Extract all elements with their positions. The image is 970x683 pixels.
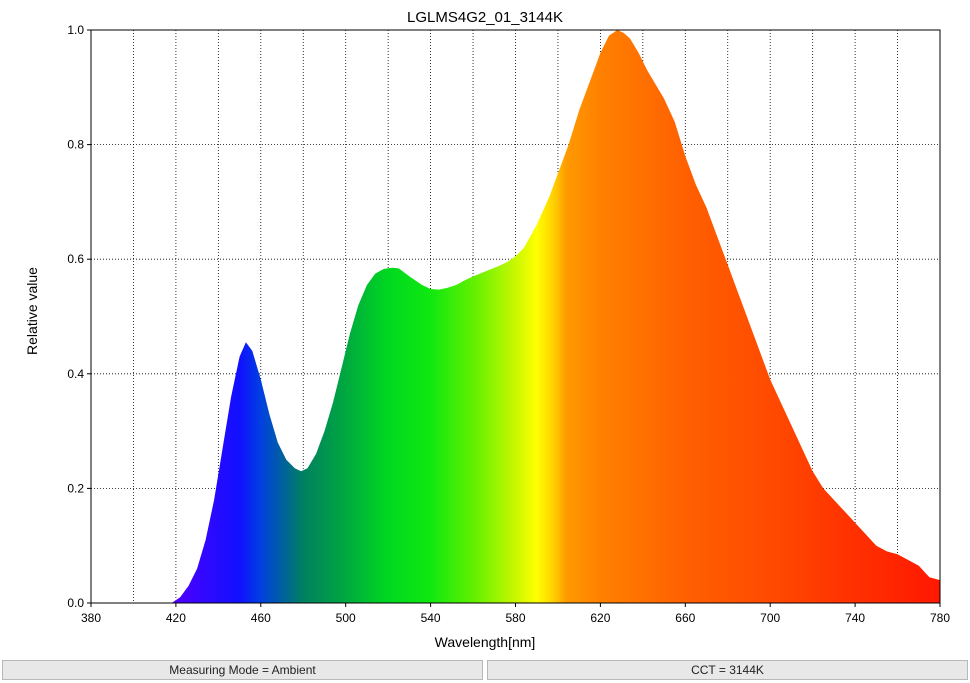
measuring-mode-field: Measuring Mode = Ambient: [2, 660, 483, 680]
spectrum-area: [171, 30, 940, 603]
status-bar: Measuring Mode = Ambient CCT = 3144K: [0, 658, 970, 683]
x-tick-label: 380: [81, 611, 101, 625]
x-tick-label: 620: [590, 611, 610, 625]
x-tick-label: 420: [166, 611, 186, 625]
y-tick-label: 0.6: [67, 252, 84, 266]
y-tick-label: 0.2: [67, 481, 84, 495]
y-tick-label: 1.0: [67, 23, 84, 37]
chart-title: LGLMS4G2_01_3144K: [407, 9, 563, 26]
x-tick-label: 740: [845, 611, 865, 625]
y-axis-label: Relative value: [24, 267, 40, 355]
cct-field: CCT = 3144K: [487, 660, 968, 680]
y-tick-label: 0.0: [67, 596, 84, 610]
x-tick-label: 460: [251, 611, 271, 625]
y-tick-label: 0.8: [67, 138, 84, 152]
axis-ticks: 380 420 460 500 540 580 620 660 700 740 780 0.0 0.2 0…: [67, 23, 950, 625]
x-axis-label: Wavelength[nm]: [435, 634, 536, 650]
x-tick-label: 500: [336, 611, 356, 625]
y-tick-label: 0.4: [67, 367, 84, 381]
x-tick-label: 780: [930, 611, 950, 625]
x-tick-label: 660: [675, 611, 695, 625]
x-tick-label: 700: [760, 611, 780, 625]
x-tick-label: 580: [505, 611, 525, 625]
x-tick-label: 540: [421, 611, 441, 625]
spectrum-chart: LGLMS4G2_01_3144K 380 420 460 500 540 580 620 6…: [24, 9, 950, 650]
